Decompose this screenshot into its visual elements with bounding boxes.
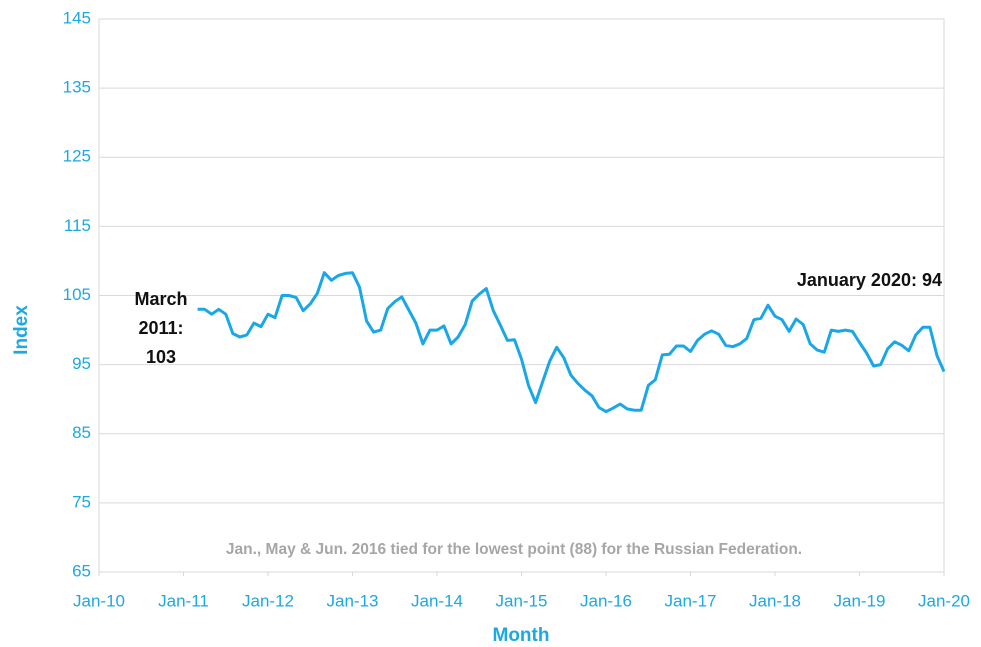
y-tick-label: 135: [63, 78, 91, 97]
x-tick-label: Jan-19: [834, 591, 886, 610]
y-tick-label: 125: [63, 147, 91, 166]
x-tick-label: Jan-16: [580, 591, 632, 610]
y-tick-label: 65: [72, 561, 91, 580]
y-tick-label: 115: [64, 216, 91, 235]
data-line: [197, 271, 946, 414]
y-tick-label: 85: [72, 423, 91, 442]
x-axis-title: Month: [493, 625, 550, 646]
x-tick-label: Jan-20: [918, 591, 970, 610]
y-tick-label: 75: [72, 492, 91, 511]
note: Jan., May & Jun. 2016 tied for the lowes…: [226, 541, 802, 558]
y-axis-title: Index: [11, 305, 32, 355]
y-tick-label: 105: [63, 285, 91, 304]
x-tick-label: Jan-14: [411, 591, 463, 610]
annotation: January 2020: 94: [797, 270, 942, 290]
x-tick-label: Jan-15: [496, 591, 548, 610]
x-tick-label: Jan-17: [665, 591, 717, 610]
x-tick-label: Jan-13: [327, 591, 379, 610]
x-tick-label: Jan-12: [242, 591, 294, 610]
x-tick-label: Jan-18: [749, 591, 801, 610]
y-tick-label: 145: [63, 8, 91, 27]
x-tick-label: Jan-11: [158, 591, 209, 610]
x-tick-label: Jan-10: [73, 591, 125, 610]
annotation: March 2011: 103: [134, 289, 187, 367]
y-tick-label: 95: [72, 354, 91, 373]
